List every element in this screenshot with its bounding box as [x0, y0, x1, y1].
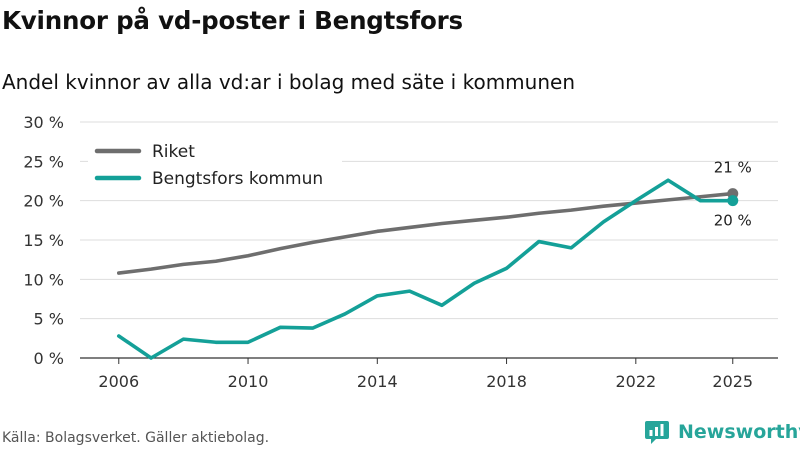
- x-tick-label: 2006: [98, 372, 139, 391]
- chart-subtitle: Andel kvinnor av alla vd:ar i bolag med …: [2, 70, 575, 94]
- legend-label: Bengtsfors kommun: [152, 169, 323, 189]
- y-tick-label: 20 %: [23, 192, 64, 211]
- x-tick-label: 2025: [712, 372, 753, 391]
- x-tick-label: 2014: [357, 372, 398, 391]
- y-tick-label: 15 %: [23, 231, 64, 250]
- y-tick-label: 30 %: [23, 113, 64, 132]
- legend-label: Riket: [152, 142, 195, 162]
- end-label-bengtsfors: 20 %: [714, 212, 752, 230]
- series-line-riket: [116, 191, 735, 275]
- newsworthy-logo-icon: [645, 421, 669, 444]
- y-tick-label: 10 %: [23, 270, 64, 289]
- end-point-bengtsfors: [727, 195, 739, 207]
- end-label-riket: 21 %: [714, 159, 752, 177]
- brand-name: Newsworthy: [678, 421, 800, 443]
- chart-title: Kvinnor på vd-poster i Bengtsfors: [2, 6, 463, 35]
- x-tick-label: 2022: [615, 372, 656, 391]
- x-tick-label: 2010: [228, 372, 269, 391]
- y-tick-label: 0 %: [34, 349, 64, 368]
- source-note: Källa: Bolagsverket. Gäller aktiebolag.: [2, 430, 270, 446]
- brand-logo[interactable]: Newsworthy: [644, 419, 800, 445]
- y-tick-label: 5 %: [34, 310, 64, 329]
- x-tick-label: 2018: [486, 372, 527, 391]
- legend-background: [88, 132, 342, 194]
- series-line-bengtsfors: [116, 178, 735, 360]
- y-tick-label: 25 %: [23, 152, 64, 171]
